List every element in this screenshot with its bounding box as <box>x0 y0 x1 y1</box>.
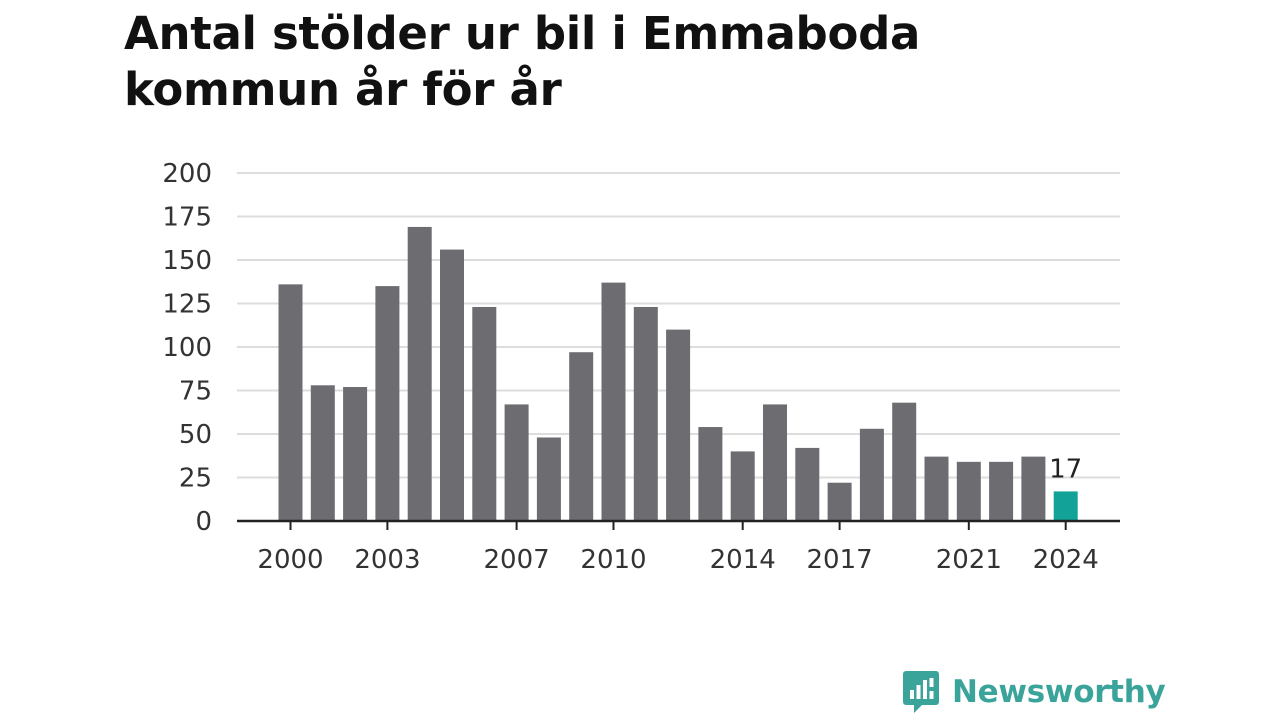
bar-2004 <box>407 226 432 521</box>
bar-2003 <box>375 286 400 521</box>
x-axis-ticks: 2000 2003 2007 2010 2014 2017 2021 2024 <box>257 521 1099 575</box>
y-tick-label: 0 <box>195 507 212 537</box>
x-tick-label: 2000 <box>257 545 323 575</box>
bar-2005 <box>440 249 464 521</box>
data-label-2024: 17 <box>1049 454 1082 484</box>
bar-2000 <box>278 284 303 521</box>
brand: Newsworthy <box>902 668 1166 716</box>
y-axis-ticks: 0 25 50 75 100 125 150 175 200 <box>162 159 212 537</box>
y-tick-label: 150 <box>162 246 212 276</box>
bar-2021 <box>956 461 981 521</box>
y-tick-label: 75 <box>179 377 212 407</box>
y-tick-label: 100 <box>162 333 212 363</box>
x-tick-label: 2007 <box>484 545 550 575</box>
y-tick-label: 125 <box>162 290 212 320</box>
bar-2018 <box>859 428 884 521</box>
bar-2019 <box>892 402 917 521</box>
bar-2008 <box>536 437 561 521</box>
bars <box>237 226 1120 523</box>
y-tick-label: 200 <box>162 159 212 189</box>
bar-2014 <box>730 451 755 521</box>
bar-2001 <box>310 385 335 521</box>
x-tick-label: 2024 <box>1033 545 1099 575</box>
bar-2002 <box>343 387 368 521</box>
data-labels: 17 <box>1049 454 1082 484</box>
bar-2010 <box>601 282 626 521</box>
x-tick-label: 2021 <box>936 545 1002 575</box>
newsworthy-logo-icon <box>903 671 939 713</box>
bar-2023 <box>1021 456 1046 521</box>
brand-name: Newsworthy <box>952 674 1166 710</box>
y-tick-label: 175 <box>162 203 212 233</box>
bar-2016 <box>795 447 820 521</box>
bar-2013 <box>698 427 723 521</box>
bar-2022 <box>989 461 1014 521</box>
bar-2011 <box>633 306 658 521</box>
bar-2012 <box>666 329 691 521</box>
bar-2006 <box>472 306 497 521</box>
chart-title: Antal stölder ur bil i Emmaboda kommun å… <box>124 7 921 116</box>
bar-2015 <box>763 404 787 521</box>
x-tick-label: 2010 <box>580 545 646 575</box>
x-tick-label: 2003 <box>354 545 420 575</box>
y-tick-label: 50 <box>179 420 212 450</box>
x-tick-label: 2017 <box>807 545 873 575</box>
y-tick-label: 25 <box>179 464 212 494</box>
bar-2007 <box>504 404 529 521</box>
bar-2024 <box>1053 491 1078 521</box>
bar-2017 <box>827 482 852 521</box>
bar-2009 <box>569 352 594 521</box>
x-tick-label: 2014 <box>710 545 776 575</box>
bar-2020 <box>924 456 949 521</box>
